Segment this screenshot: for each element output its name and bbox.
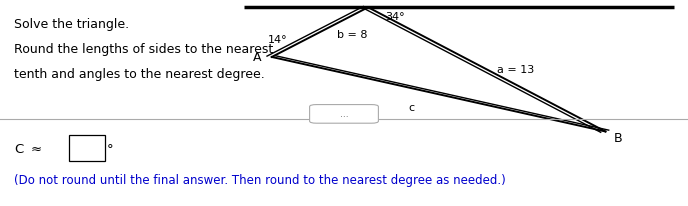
FancyBboxPatch shape	[69, 135, 105, 162]
Text: B: B	[614, 132, 623, 144]
Text: °: °	[107, 142, 114, 155]
Text: A: A	[253, 51, 261, 64]
FancyBboxPatch shape	[310, 105, 378, 124]
Text: 14°: 14°	[268, 34, 288, 44]
Text: b = 8: b = 8	[337, 30, 367, 40]
Text: tenth and angles to the nearest degree.: tenth and angles to the nearest degree.	[14, 68, 264, 81]
Text: C $\approx$: C $\approx$	[14, 142, 41, 155]
Text: 34°: 34°	[385, 12, 405, 22]
Text: a = 13: a = 13	[497, 65, 535, 75]
Text: Solve the triangle.: Solve the triangle.	[14, 18, 129, 31]
Text: Round the lengths of sides to the nearest: Round the lengths of sides to the neares…	[14, 43, 273, 56]
Text: c: c	[408, 103, 414, 113]
Text: ...: ...	[340, 110, 348, 119]
Text: (Do not round until the final answer. Then round to the nearest degree as needed: (Do not round until the final answer. Th…	[14, 173, 506, 186]
